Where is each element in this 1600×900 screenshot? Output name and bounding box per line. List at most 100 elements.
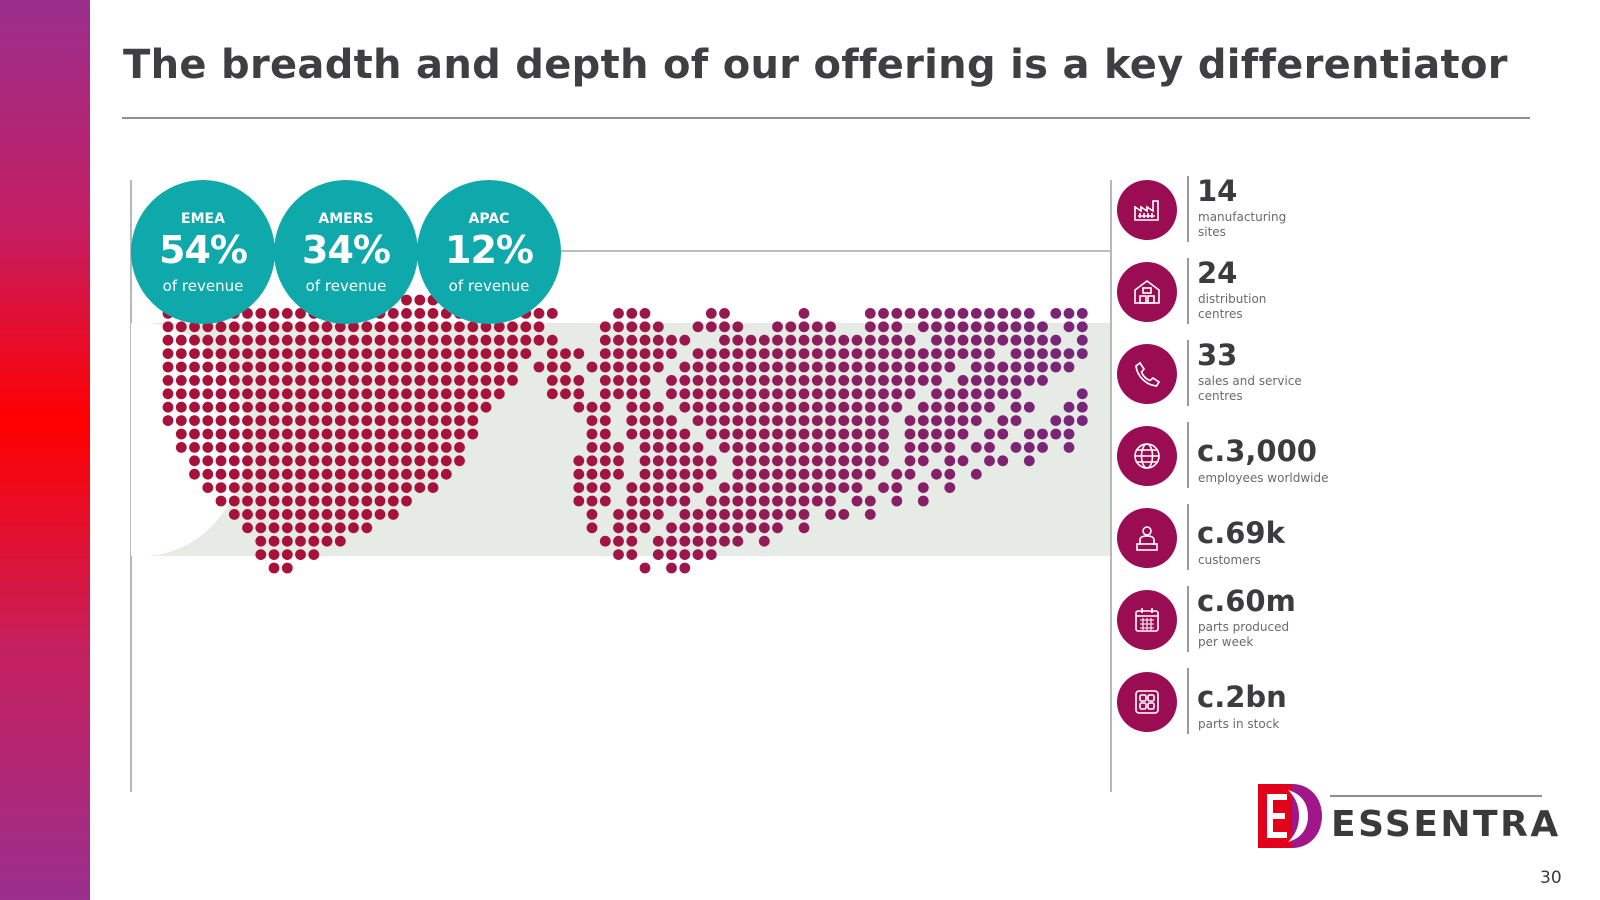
map-dot [745, 455, 757, 467]
map-dot [427, 401, 439, 413]
map-dot [984, 388, 995, 400]
map-dot [613, 375, 624, 386]
title-divider [122, 117, 1530, 119]
map-dot [467, 348, 479, 359]
map-dot [268, 535, 280, 547]
map-dot [825, 361, 836, 373]
map-dot [864, 442, 876, 453]
map-dot [772, 468, 783, 480]
map-dot [679, 375, 691, 386]
map-dot [838, 442, 850, 453]
map-dot [268, 401, 280, 413]
map-dot [228, 482, 240, 493]
map-dot [308, 388, 320, 400]
map-dot [917, 375, 929, 386]
map-dot [719, 334, 730, 346]
map-dot [348, 495, 359, 507]
stat-value: 24 [1197, 256, 1238, 290]
map-dot [785, 442, 797, 453]
map-dot [984, 334, 995, 346]
map-dot [705, 495, 717, 507]
map-dot [997, 455, 1009, 467]
map-dot [652, 401, 664, 413]
map-dot [228, 401, 240, 413]
map-dot [348, 509, 359, 520]
map-dot [374, 468, 386, 480]
map-dot [281, 482, 293, 493]
map-dot [202, 415, 214, 426]
map-dot [944, 482, 956, 493]
map-dot [891, 348, 903, 359]
map-dot [586, 361, 598, 373]
map-dot [666, 482, 677, 493]
map-dot [414, 428, 426, 440]
map-dot [348, 334, 359, 346]
map-dot [281, 321, 293, 333]
map-dot [255, 522, 267, 534]
map-dot [944, 321, 956, 333]
map-dot [401, 468, 412, 480]
calendar-icon [1117, 590, 1177, 650]
map-dot [533, 334, 545, 346]
map-dot [427, 361, 439, 373]
map-dot [878, 348, 889, 359]
map-dot [228, 334, 240, 346]
map-dot [758, 468, 770, 480]
map-dot [308, 495, 320, 507]
map-dot [838, 348, 850, 359]
map-dot [281, 442, 293, 453]
map-dot [281, 334, 293, 346]
map-dot [308, 375, 320, 386]
map-dot [387, 468, 399, 480]
map-dot [891, 401, 903, 413]
map-dot [957, 401, 969, 413]
map-dot [1076, 321, 1088, 333]
map-dot [440, 455, 452, 467]
map-dot [666, 549, 677, 560]
map-dot [189, 321, 200, 333]
map-dot [295, 375, 306, 386]
map-dot [480, 348, 492, 359]
map-dot [215, 334, 227, 346]
map-dot [281, 308, 293, 319]
map-dot [321, 401, 333, 413]
map-dot [931, 428, 942, 440]
map-dot [493, 334, 505, 346]
map-dot [825, 455, 836, 467]
map-dot [334, 334, 346, 346]
map-dot [1023, 321, 1035, 333]
map-dot [811, 401, 823, 413]
map-dot [745, 428, 757, 440]
map-dot [387, 361, 399, 373]
map-dot [202, 348, 214, 359]
map-dot [202, 375, 214, 386]
map-dot [374, 509, 386, 520]
map-dot [228, 321, 240, 333]
map-dot [692, 442, 704, 453]
map-dot [864, 321, 876, 333]
stat-value: 33 [1197, 338, 1238, 372]
map-dot [387, 509, 399, 520]
map-dot [1023, 308, 1035, 319]
map-dot [864, 455, 876, 467]
map-dot [705, 455, 717, 467]
map-dot [613, 348, 624, 359]
map-dot [652, 334, 664, 346]
map-dot [732, 509, 744, 520]
map-dot [295, 348, 306, 359]
map-dot [679, 535, 691, 547]
map-dot [586, 428, 598, 440]
map-dot [321, 509, 333, 520]
map-dot [361, 495, 373, 507]
map-dot [626, 549, 638, 560]
map-dot [679, 468, 691, 480]
map-dot [719, 442, 730, 453]
map-dot [361, 401, 373, 413]
map-dot [414, 388, 426, 400]
map-dot [639, 468, 651, 480]
map-dot [758, 522, 770, 534]
map-dot [825, 334, 836, 346]
map-dot [732, 361, 744, 373]
map-dot [679, 495, 691, 507]
map-dot [374, 361, 386, 373]
